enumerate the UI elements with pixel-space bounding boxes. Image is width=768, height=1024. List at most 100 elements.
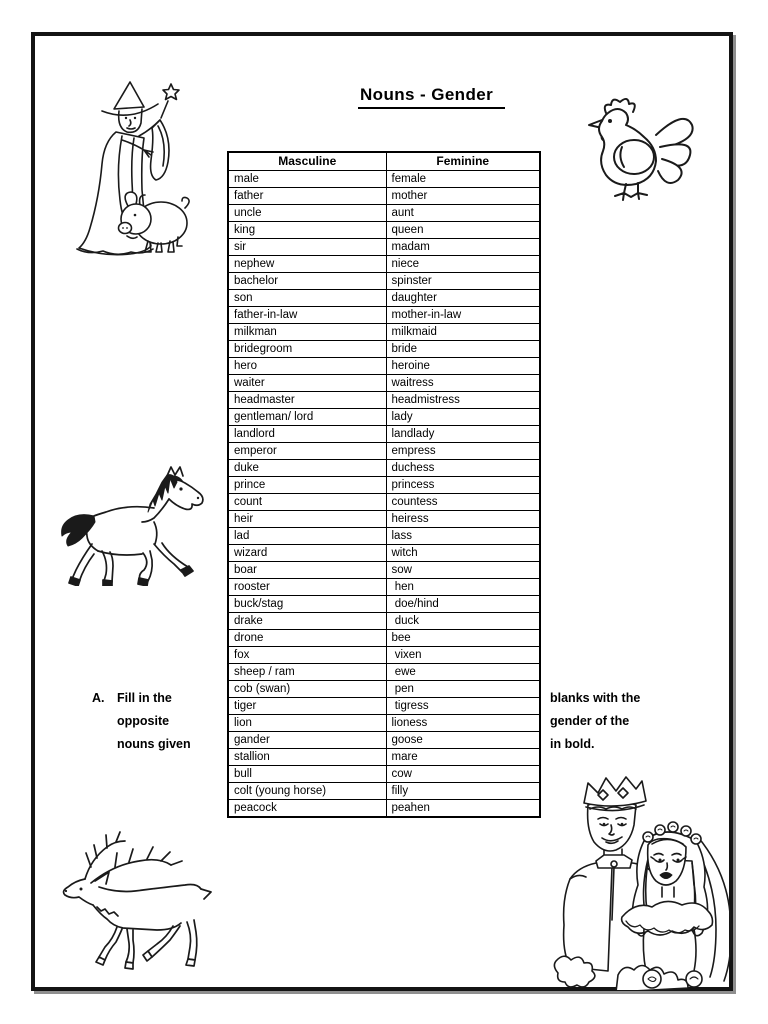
table-cell: spinster — [385, 272, 541, 290]
table-row: lad lass — [227, 527, 541, 545]
table-cell: bridegroom — [227, 340, 387, 358]
table-row: sir madam — [227, 238, 541, 256]
table-cell: wizard — [227, 544, 387, 562]
table-cell: count — [227, 493, 387, 511]
table-row: emperor empress — [227, 442, 541, 460]
table-cell: sheep / ram — [227, 663, 387, 681]
table-cell: goose — [385, 731, 541, 749]
table-cell: lady — [385, 408, 541, 426]
table-cell: heiress — [385, 510, 541, 528]
table-row: sheep / ram ewe — [227, 663, 541, 681]
table-cell: mother — [385, 187, 541, 205]
table-cell: female — [385, 170, 541, 188]
table-row: rooster hen — [227, 578, 541, 596]
page-border — [31, 32, 733, 991]
table-cell: filly — [385, 782, 541, 800]
table-row: king queen — [227, 221, 541, 239]
table-row: lion lioness — [227, 714, 541, 732]
table-row: cob (swan) pen — [227, 680, 541, 698]
table-row: colt (young horse) filly — [227, 782, 541, 800]
table-row: male female — [227, 170, 541, 188]
table-cell: bull — [227, 765, 387, 783]
table-cell: duck — [385, 612, 541, 630]
table-cell: duchess — [385, 459, 541, 477]
table-row: stallion mare — [227, 748, 541, 766]
instruction-line: gender of the — [550, 714, 630, 728]
table-row: drone bee — [227, 629, 541, 647]
table-row: father mother — [227, 187, 541, 205]
table-cell: vixen — [385, 646, 541, 664]
table-cell: drake — [227, 612, 387, 630]
instruction-right: blanks with the gender of the in bold. — [550, 687, 640, 756]
table-cell: ewe — [385, 663, 541, 681]
table-cell: hero — [227, 357, 387, 375]
table-row: gander goose — [227, 731, 541, 749]
header-row: Masculine Feminine — [227, 151, 541, 171]
table-row: buck/stag doe/hind — [227, 595, 541, 613]
table-cell: rooster — [227, 578, 387, 596]
table-cell: sow — [385, 561, 541, 579]
table-cell: son — [227, 289, 387, 307]
table-cell: heir — [227, 510, 387, 528]
wizard-with-pig-illustration — [64, 78, 190, 260]
table-cell: prince — [227, 476, 387, 494]
table-row: peacock peahen — [227, 799, 541, 818]
table-row: heir heiress — [227, 510, 541, 528]
table-row: bachelor spinster — [227, 272, 541, 290]
rooster-illustration — [578, 95, 696, 203]
table-cell: heroine — [385, 357, 541, 375]
column-header-masculine: Masculine — [227, 151, 387, 171]
table-cell: milkman — [227, 323, 387, 341]
table-row: nephew niece — [227, 255, 541, 273]
instruction-left: A. Fill in the opposite nouns given — [92, 687, 191, 756]
table-cell: fox — [227, 646, 387, 664]
table-cell: gentleman/ lord — [227, 408, 387, 426]
table-row: hero heroine — [227, 357, 541, 375]
table-row: duke duchess — [227, 459, 541, 477]
table-cell: father — [227, 187, 387, 205]
table-cell: madam — [385, 238, 541, 256]
table-cell: milkmaid — [385, 323, 541, 341]
table-row: wizard witch — [227, 544, 541, 562]
table-cell: lion — [227, 714, 387, 732]
table-cell: niece — [385, 255, 541, 273]
table-row: count countess — [227, 493, 541, 511]
table-cell: buck/stag — [227, 595, 387, 613]
table-cell: lass — [385, 527, 541, 545]
table-cell: sir — [227, 238, 387, 256]
table-cell: witch — [385, 544, 541, 562]
table-cell: tigress — [385, 697, 541, 715]
table-cell: stallion — [227, 748, 387, 766]
instruction-line: nouns given — [117, 737, 191, 751]
table-row: boar sow — [227, 561, 541, 579]
table-cell: daughter — [385, 289, 541, 307]
table-row: drake duck — [227, 612, 541, 630]
table-row: bridegroom bride — [227, 340, 541, 358]
table-cell: bride — [385, 340, 541, 358]
table-cell: hen — [385, 578, 541, 596]
table-row: waiter waitress — [227, 374, 541, 392]
table-cell: landlord — [227, 425, 387, 443]
table-cell: mother-in-law — [385, 306, 541, 324]
table-cell: colt (young horse) — [227, 782, 387, 800]
table-cell: tiger — [227, 697, 387, 715]
stag-icon — [62, 831, 212, 970]
table-cell: bachelor — [227, 272, 387, 290]
instruction-line: in bold. — [550, 737, 595, 751]
table-cell: cob (swan) — [227, 680, 387, 698]
table-row: gentleman/ lord lady — [227, 408, 541, 426]
table-cell: duke — [227, 459, 387, 477]
table-row: milkman milkmaid — [227, 323, 541, 341]
table-cell: peacock — [227, 799, 387, 818]
table-row: fox vixen — [227, 646, 541, 664]
table-cell: bee — [385, 629, 541, 647]
table-row: father-in-law mother-in-law — [227, 306, 541, 324]
table-cell: gander — [227, 731, 387, 749]
instruction-text: Fill in the — [117, 691, 172, 705]
table-cell: aunt — [385, 204, 541, 222]
table-cell: pen — [385, 680, 541, 698]
table-row: tiger tigress — [227, 697, 541, 715]
gender-table: Masculine Feminine male female father mothe… — [227, 151, 541, 818]
gender-table-body: male female father mother uncle aunt king queen… — [227, 170, 541, 818]
